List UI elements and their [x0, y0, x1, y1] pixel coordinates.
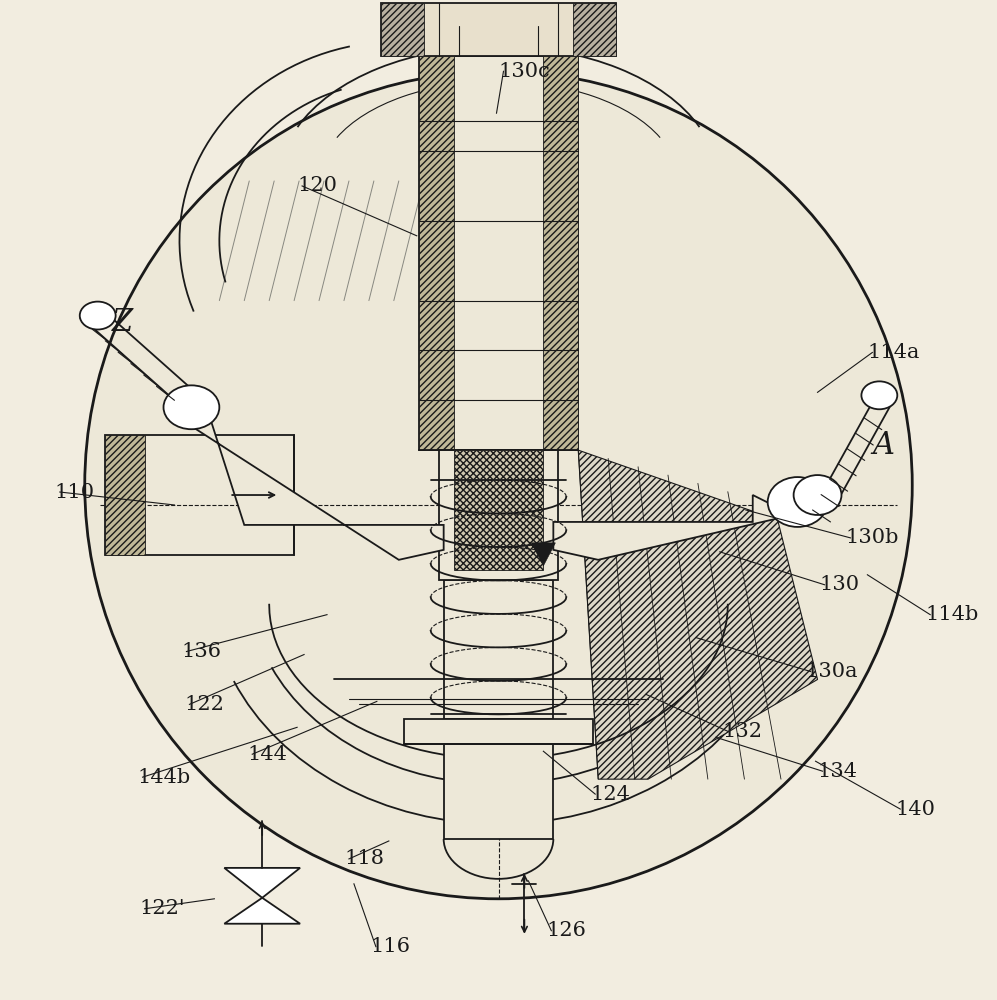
Ellipse shape [861, 381, 897, 409]
Text: 134: 134 [818, 762, 857, 781]
Polygon shape [404, 719, 593, 744]
Text: 144: 144 [247, 745, 287, 764]
Polygon shape [531, 543, 555, 566]
Ellipse shape [164, 385, 219, 429]
Text: 136: 136 [181, 642, 221, 661]
Polygon shape [381, 3, 424, 56]
Text: 122: 122 [184, 695, 224, 714]
Text: 114a: 114a [867, 343, 920, 362]
Text: 120: 120 [297, 176, 337, 195]
Polygon shape [419, 56, 578, 450]
Text: 140: 140 [895, 800, 935, 819]
Text: A: A [872, 430, 894, 461]
Polygon shape [105, 435, 145, 555]
Text: 116: 116 [371, 937, 411, 956]
Ellipse shape [794, 475, 841, 515]
Text: 110: 110 [55, 483, 95, 502]
Polygon shape [573, 3, 616, 56]
Text: 144b: 144b [138, 768, 190, 787]
Text: 124: 124 [590, 785, 630, 804]
Ellipse shape [768, 477, 828, 527]
Polygon shape [454, 450, 543, 570]
Ellipse shape [85, 71, 912, 899]
Text: 132: 132 [723, 722, 763, 741]
Polygon shape [578, 450, 818, 779]
Ellipse shape [80, 302, 116, 330]
Polygon shape [543, 56, 578, 450]
Polygon shape [381, 3, 616, 56]
Text: 126: 126 [546, 921, 586, 940]
Polygon shape [553, 495, 793, 560]
Text: 114b: 114b [925, 605, 978, 624]
Text: 122': 122' [140, 899, 185, 918]
Text: 118: 118 [344, 849, 384, 868]
Polygon shape [224, 868, 300, 898]
Text: Z: Z [112, 307, 133, 338]
Text: 130c: 130c [498, 62, 550, 81]
Polygon shape [174, 400, 444, 560]
Polygon shape [224, 898, 300, 924]
Polygon shape [444, 739, 553, 839]
Polygon shape [444, 580, 553, 719]
Polygon shape [419, 56, 454, 450]
Text: 130: 130 [820, 575, 859, 594]
Polygon shape [439, 450, 558, 580]
Text: 130b: 130b [845, 528, 899, 547]
Polygon shape [105, 435, 294, 555]
Text: 130a: 130a [806, 662, 858, 681]
